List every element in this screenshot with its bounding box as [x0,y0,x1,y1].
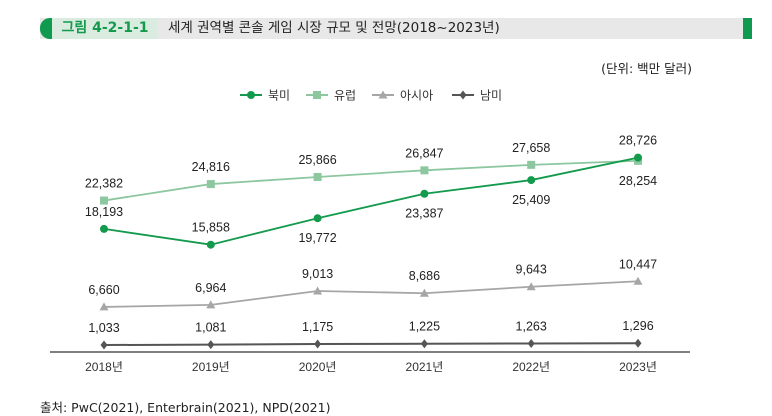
data-point [420,339,428,349]
title-end-cap [743,18,752,39]
source-note: 출처: PwC(2021), Enterbrain(2021), NPD(202… [40,400,331,415]
data-label: 18,193 [85,205,123,219]
data-point [527,338,535,348]
data-label: 8,686 [409,269,440,283]
legend-marker-square [313,91,321,99]
data-point [313,214,322,223]
data-label: 28,726 [619,134,657,148]
legend-label: 북미 [268,89,290,103]
legend-marker-diamond [459,90,467,100]
x-tick-label: 2021년 [406,360,444,374]
legend-marker-circle [247,91,255,99]
data-label: 1,033 [88,321,119,335]
data-label: 10,447 [619,257,657,271]
data-label: 23,387 [405,207,443,221]
data-label: 1,175 [302,320,333,334]
data-point [99,302,109,311]
figure-title-bar: 그림 4-2-1-1 세계 권역별 콘솔 게임 시장 규모 및 전망(2018~… [40,18,752,39]
title-cap [40,18,52,39]
data-point [100,224,108,233]
data-point [313,172,322,181]
data-point [634,153,642,162]
data-point [206,240,215,249]
data-point [420,166,429,175]
x-tick-label: 2019년 [192,360,230,374]
data-point [100,340,108,350]
legend-label: 유럽 [334,89,356,103]
series-line-square [103,159,639,202]
data-point [419,288,429,297]
data-label: 25,409 [512,193,550,207]
x-tick-label: 2018년 [85,360,123,374]
data-point [313,286,323,295]
series-line-circle [103,156,639,246]
legend-marker-triangle [378,90,388,99]
x-tick-label: 2022년 [512,360,550,374]
data-label: 19,772 [298,231,336,245]
data-point [100,196,108,205]
unit-label: (단위: 백만 달러) [601,61,692,76]
legend-label: 아시아 [400,89,433,103]
data-label: 24,816 [192,160,230,174]
data-point [314,339,322,349]
data-point [634,338,642,348]
data-point [207,340,215,350]
data-point [206,180,215,189]
x-tick-label: 2023년 [619,360,657,374]
data-label: 9,643 [516,263,547,277]
data-label: 1,081 [195,321,226,335]
series-line-triangle [103,280,639,308]
figure-title: 세계 권역별 콘솔 게임 시장 규모 및 전망(2018~2023년) [168,20,500,36]
series-line-diamond [103,342,639,347]
legend-label: 남미 [480,89,502,103]
data-label: 26,847 [405,146,443,160]
data-label: 25,866 [298,153,336,167]
data-label: 1,225 [409,320,440,334]
data-label: 15,858 [192,221,230,235]
data-label: 28,254 [619,174,657,188]
data-point [527,160,536,169]
data-point [206,300,216,309]
data-label: 22,382 [85,177,123,191]
data-point [526,282,536,291]
data-label: 1,263 [516,319,547,333]
data-point [420,189,429,198]
data-label: 6,964 [195,281,226,295]
figure-number: 그림 4-2-1-1 [52,18,158,39]
x-tick-label: 2020년 [299,360,337,374]
data-point [633,276,643,285]
data-label: 6,660 [88,283,119,297]
data-label: 9,013 [302,267,333,281]
data-label: 27,658 [512,141,550,155]
data-point [527,176,536,185]
data-label: 1,296 [622,319,653,333]
